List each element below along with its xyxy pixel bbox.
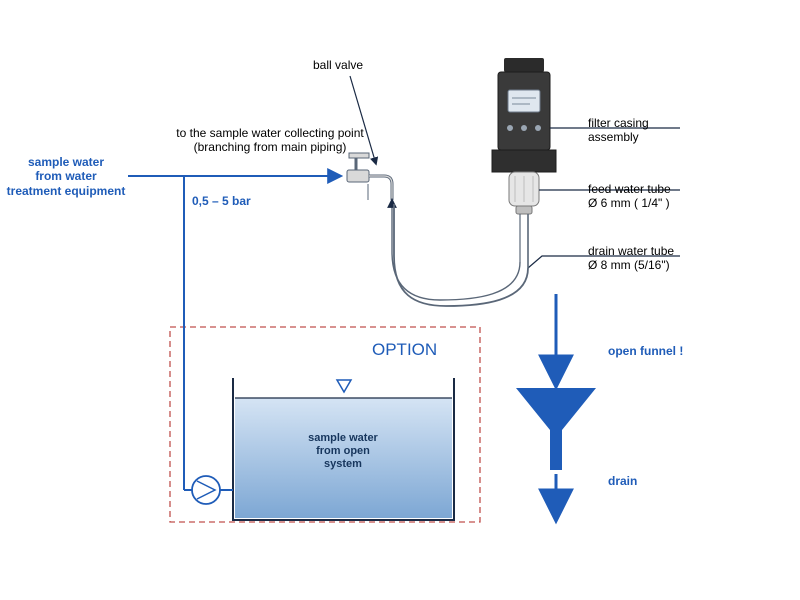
label-feed-tube-l2: Ø 6 mm ( 1/4" ) bbox=[588, 196, 671, 210]
label-collecting-point-l1: to the sample water collecting point bbox=[140, 126, 400, 140]
label-collecting-point: to the sample water collecting point (br… bbox=[140, 126, 400, 155]
label-feed-tube: feed water tube Ø 6 mm ( 1/4" ) bbox=[588, 182, 671, 211]
funnel-icon bbox=[516, 388, 596, 470]
label-sample-source-l1: sample water bbox=[2, 155, 130, 169]
label-drain-tube: drain water tube Ø 8 mm (5/16") bbox=[588, 244, 674, 273]
label-tank-l1: sample water bbox=[288, 432, 398, 445]
tubing bbox=[392, 200, 528, 306]
label-ball-valve: ball valve bbox=[313, 58, 363, 72]
label-drain-tube-l1: drain water tube bbox=[588, 244, 674, 258]
ball-valve-icon bbox=[347, 153, 392, 200]
device bbox=[492, 58, 556, 214]
label-tank-text: sample water from open system bbox=[288, 432, 398, 472]
label-feed-tube-l1: feed water tube bbox=[588, 182, 671, 196]
label-drain-tube-l2: Ø 8 mm (5/16") bbox=[588, 258, 674, 272]
label-option: OPTION bbox=[372, 340, 437, 360]
label-sample-source-l3: treatment equipment bbox=[2, 184, 130, 198]
pump-icon bbox=[192, 476, 220, 504]
label-open-funnel: open funnel ! bbox=[608, 344, 683, 358]
diagram-canvas bbox=[0, 0, 800, 600]
label-sample-source-l2: from water bbox=[2, 169, 130, 183]
label-tank-l2: from open bbox=[288, 445, 398, 458]
label-filter-casing-l1: filter casing bbox=[588, 116, 649, 130]
label-tank-l3: system bbox=[288, 458, 398, 471]
label-sample-source: sample water from water treatment equipm… bbox=[2, 155, 130, 198]
label-drain: drain bbox=[608, 474, 637, 488]
label-collecting-point-l2: (branching from main piping) bbox=[140, 140, 400, 154]
label-filter-casing-l2: assembly bbox=[588, 130, 649, 144]
label-filter-casing: filter casing assembly bbox=[588, 116, 649, 145]
label-pressure: 0,5 – 5 bar bbox=[192, 194, 251, 208]
